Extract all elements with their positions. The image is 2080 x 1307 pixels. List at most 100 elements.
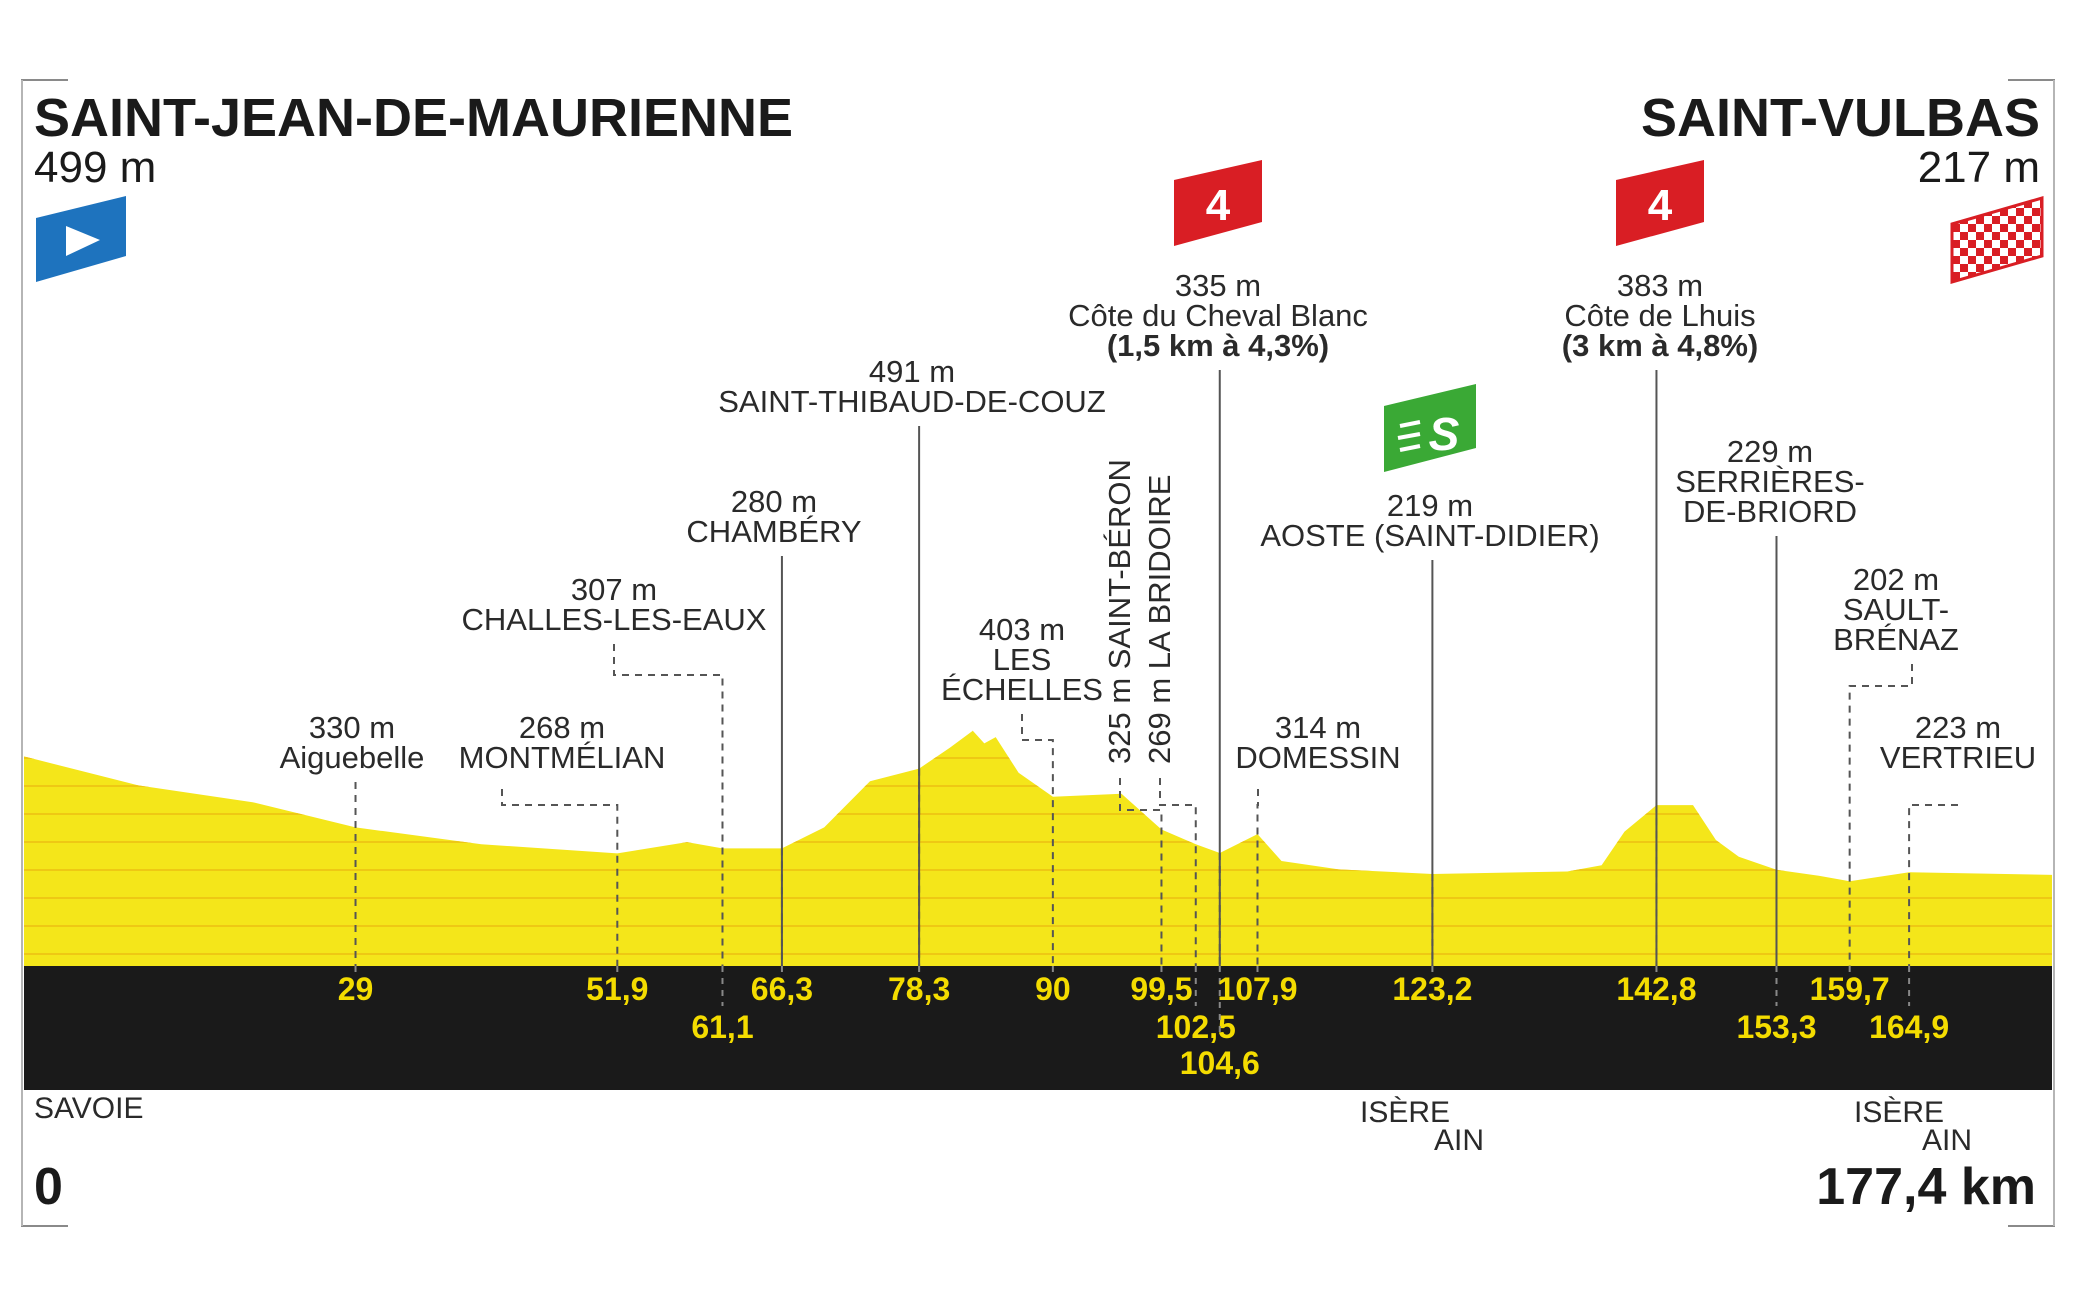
- sprint-badge-icon: S: [1384, 384, 1476, 472]
- waypoint-altitude: 383 m: [1617, 268, 1703, 303]
- waypoint-leader-line: [1119, 778, 1163, 966]
- waypoint-name: AOSTE (SAINT-DIDIER): [1260, 518, 1599, 553]
- waypoint-altitude: 491 m: [869, 354, 955, 389]
- waypoint-leader-line: [1848, 664, 1913, 966]
- waypoint-6: 325 m SAINT-BÉRON 99,5: [1102, 459, 1193, 1007]
- waypoint-km-label: 107,9: [1217, 971, 1297, 1007]
- base-band: [24, 966, 2052, 1090]
- waypoint-vertical-label: 325 m SAINT-BÉRON: [1102, 459, 1137, 764]
- elevation-profile-area: [24, 730, 2052, 966]
- waypoint-climb-detail: (1,5 km à 4,3%): [1107, 328, 1329, 363]
- waypoint-leader-line: [1021, 714, 1054, 966]
- waypoint-km-label: 90: [1035, 971, 1071, 1007]
- waypoint-km-label: 102,5: [1156, 1009, 1236, 1045]
- waypoint-leader-line: [613, 644, 724, 966]
- waypoint-altitude: 330 m: [309, 710, 395, 745]
- waypoint-leader-line: [1908, 804, 1958, 966]
- waypoint-name-line: ÉCHELLES: [941, 672, 1103, 707]
- waypoint-km-label: 153,3: [1736, 1009, 1816, 1045]
- waypoint-name: SAINT-THIBAUD-DE-COUZ: [718, 384, 1106, 419]
- region-border-1-top: ISÈRE: [1360, 1096, 1450, 1129]
- waypoint-name-line: BRÉNAZ: [1833, 622, 1959, 657]
- waypoint-climb-detail: (3 km à 4,8%): [1562, 328, 1758, 363]
- finish-distance: 177,4 km: [1816, 1158, 2036, 1216]
- waypoint-km-label: 66,3: [751, 971, 813, 1007]
- start-altitude: 499 m: [34, 143, 156, 192]
- start-town-name: SAINT-JEAN-DE-MAURIENNE: [34, 88, 793, 148]
- waypoint-altitude: 219 m: [1387, 488, 1473, 523]
- waypoint-vertical-label: 269 m LA BRIDOIRE: [1142, 475, 1177, 764]
- waypoint-altitude: 403 m: [979, 612, 1065, 647]
- waypoint-name: CHALLES-LES-EAUX: [462, 602, 767, 637]
- climb-category-number: 4: [1206, 181, 1231, 230]
- waypoint-km-label: 123,2: [1392, 971, 1472, 1007]
- waypoint-altitude: 314 m: [1275, 710, 1361, 745]
- waypoint-km-label: 29: [338, 971, 374, 1007]
- waypoint-leader-line: [501, 789, 619, 966]
- waypoint-altitude: 280 m: [731, 484, 817, 519]
- waypoint-name-line: DE-BRIORD: [1683, 494, 1857, 529]
- waypoint-name: Côte du Cheval Blanc: [1068, 298, 1368, 333]
- waypoint-km-label: 61,1: [691, 1009, 753, 1045]
- waypoint-km-label: 99,5: [1130, 971, 1192, 1007]
- waypoint-altitude: 268 m: [519, 710, 605, 745]
- waypoint-altitude: 202 m: [1853, 562, 1939, 597]
- region-border-1-bottom: AIN: [1434, 1124, 1484, 1157]
- waypoint-name-line: LES: [993, 642, 1052, 677]
- waypoint-km-label: 51,9: [586, 971, 648, 1007]
- base-band-layer: [24, 966, 2052, 1090]
- waypoint-name: CHAMBÉRY: [686, 514, 861, 549]
- waypoint-km-label: 78,3: [888, 971, 950, 1007]
- waypoint-altitude: 307 m: [571, 572, 657, 607]
- waypoint-leader-line: [1256, 789, 1259, 966]
- region-border-2-bottom: AIN: [1922, 1124, 1972, 1157]
- start-distance: 0: [34, 1158, 63, 1216]
- waypoint-name: DOMESSIN: [1235, 740, 1400, 775]
- waypoint-altitude: 229 m: [1727, 434, 1813, 469]
- sprint-speed-line: [1399, 444, 1421, 452]
- waypoint-name: MONTMÉLIAN: [459, 740, 666, 775]
- sprint-speed-line: [1399, 420, 1421, 428]
- waypoint-altitude: 335 m: [1175, 268, 1261, 303]
- waypoint-name: Côte de Lhuis: [1564, 298, 1755, 333]
- finish-altitude: 217 m: [1918, 143, 2040, 192]
- finish-town-name: SAINT-VULBAS: [1641, 88, 2040, 148]
- region-border-2-top: ISÈRE: [1854, 1096, 1944, 1129]
- waypoint-altitude: 223 m: [1915, 710, 2001, 745]
- finish-checkered-flag-icon: [1950, 196, 2044, 284]
- climb-category-badge-icon: 4: [1174, 160, 1262, 246]
- climb-badge-shape: [1616, 160, 1704, 246]
- waypoint-name-line: SERRIÈRES-: [1675, 464, 1864, 499]
- sprint-speed-line: [1397, 432, 1421, 440]
- waypoint-leader-line: [1159, 778, 1197, 966]
- start-flag-icon: [36, 196, 126, 282]
- climb-badge-shape: [1174, 160, 1262, 246]
- waypoint-km-label: 159,7: [1810, 971, 1890, 1007]
- waypoint-name: VERTRIEU: [1880, 740, 2036, 775]
- waypoint-name-line: SAULT-: [1843, 592, 1949, 627]
- waypoint-km-label: 164,9: [1869, 1009, 1949, 1045]
- waypoint-km-label: 142,8: [1616, 971, 1696, 1007]
- climb-category-badge-icon: 4: [1616, 160, 1704, 246]
- waypoint-km-label: 104,6: [1180, 1045, 1260, 1081]
- climb-category-number: 4: [1648, 181, 1673, 230]
- sprint-letter: S: [1429, 408, 1460, 460]
- waypoint-7: 269 m LA BRIDOIRE 102,5: [1142, 475, 1236, 1045]
- waypoint-name: Aiguebelle: [280, 740, 425, 775]
